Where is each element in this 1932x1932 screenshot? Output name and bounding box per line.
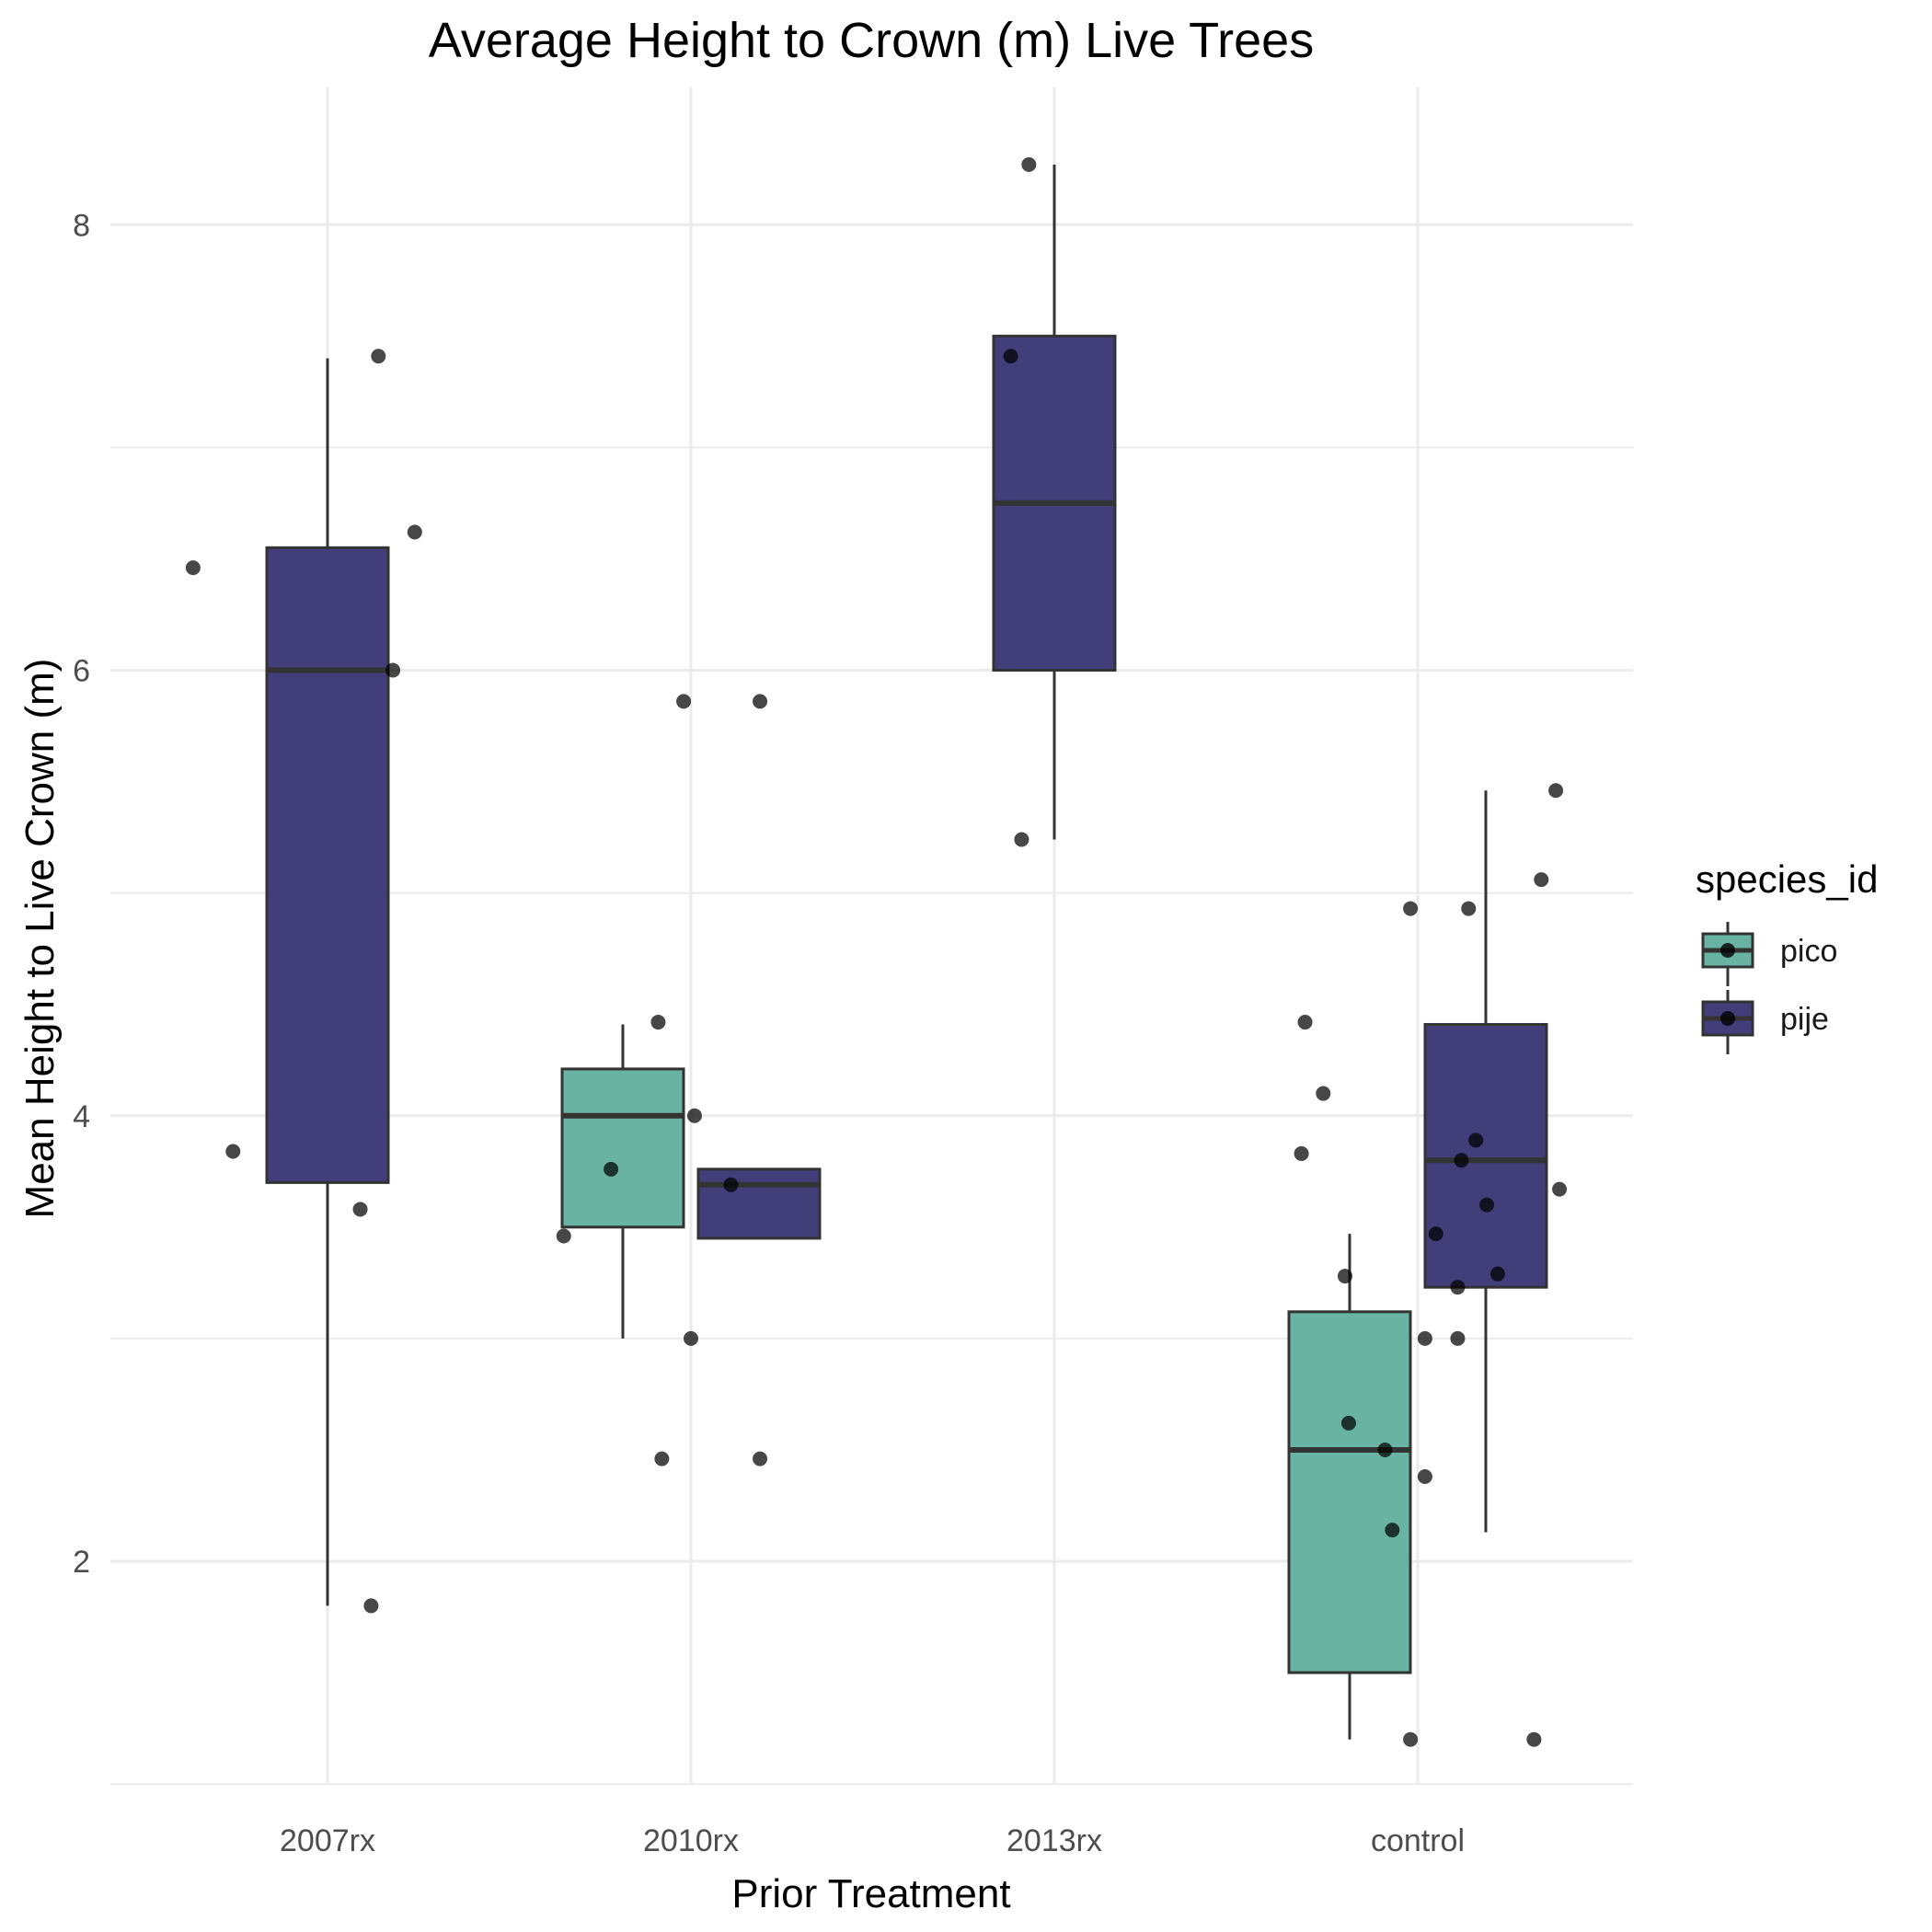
y-axis-ticks: 2 4 6 8 bbox=[73, 208, 90, 1580]
x-tick-label: control bbox=[1371, 1823, 1465, 1858]
data-point bbox=[723, 1177, 739, 1192]
data-point bbox=[185, 560, 201, 576]
data-point bbox=[1417, 1330, 1432, 1346]
data-point bbox=[1340, 1415, 1356, 1431]
data-point bbox=[1461, 901, 1477, 916]
legend-entry-pije: pije bbox=[1701, 990, 1829, 1054]
data-point bbox=[1534, 872, 1549, 888]
x-tick-label: 2010rx bbox=[643, 1823, 739, 1858]
data-point bbox=[407, 524, 422, 540]
box-pije-control bbox=[1423, 1022, 1548, 1289]
legend-entry-pico: pico bbox=[1701, 922, 1837, 986]
data-point bbox=[753, 694, 768, 709]
data-point bbox=[1297, 1015, 1313, 1030]
data-point bbox=[1428, 1226, 1443, 1242]
data-point bbox=[1377, 1442, 1393, 1457]
data-point bbox=[1021, 156, 1037, 172]
data-point bbox=[1468, 1133, 1484, 1148]
x-axis-ticks: 2007rx 2010rx 2013rx control bbox=[280, 1823, 1465, 1858]
y-tick-label: 4 bbox=[73, 1099, 90, 1134]
data-point bbox=[604, 1161, 619, 1177]
data-point bbox=[1014, 832, 1029, 847]
data-point bbox=[684, 1330, 698, 1346]
y-axis-title: Mean Height to Live Crown (m) bbox=[17, 659, 63, 1219]
data-point bbox=[225, 1144, 241, 1159]
data-point bbox=[1450, 1280, 1466, 1295]
data-point bbox=[1403, 1731, 1419, 1747]
data-point bbox=[556, 1228, 571, 1244]
box-pico-control bbox=[1287, 1310, 1412, 1674]
legend: species_id pico pije bbox=[1696, 857, 1878, 1054]
x-tick-label: 2013rx bbox=[1006, 1823, 1102, 1858]
x-tick-label: 2007rx bbox=[280, 1823, 375, 1858]
y-tick-label: 6 bbox=[73, 654, 90, 689]
data-point bbox=[654, 1451, 670, 1466]
box-pico-2010rx bbox=[560, 1067, 685, 1229]
data-point bbox=[1003, 349, 1018, 364]
legend-label: pije bbox=[1780, 1002, 1829, 1037]
data-point bbox=[1316, 1086, 1331, 1101]
data-point bbox=[1338, 1269, 1352, 1284]
legend-key-point bbox=[1720, 943, 1735, 958]
y-tick-label: 2 bbox=[73, 1545, 90, 1580]
data-point bbox=[1403, 901, 1419, 916]
data-point bbox=[385, 662, 401, 678]
box-pije-2007rx bbox=[265, 546, 390, 1184]
legend-title: species_id bbox=[1696, 857, 1878, 901]
data-point bbox=[1417, 1468, 1432, 1484]
legend-label: pico bbox=[1780, 934, 1837, 969]
data-point bbox=[1548, 783, 1564, 799]
data-point bbox=[363, 1598, 379, 1614]
data-point bbox=[371, 349, 386, 364]
data-point bbox=[650, 1015, 666, 1030]
legend-entries: pico pije bbox=[1701, 922, 1837, 1054]
data-point bbox=[1294, 1145, 1309, 1161]
y-tick-label: 8 bbox=[73, 208, 90, 243]
boxes bbox=[265, 334, 1548, 1674]
data-point bbox=[676, 694, 692, 709]
data-point bbox=[1526, 1731, 1542, 1747]
data-point bbox=[1489, 1266, 1505, 1282]
chart-title: Average Height to Crown (m) Live Trees bbox=[429, 13, 1314, 68]
data-point bbox=[1450, 1330, 1466, 1346]
data-point bbox=[686, 1108, 702, 1123]
data-point bbox=[352, 1202, 368, 1217]
data-point bbox=[1479, 1197, 1495, 1213]
data-point bbox=[1552, 1181, 1568, 1197]
data-point bbox=[753, 1451, 768, 1466]
box-pije-2010rx bbox=[696, 1167, 822, 1240]
data-point bbox=[1454, 1153, 1469, 1168]
data-points bbox=[185, 156, 1568, 1747]
data-point bbox=[1385, 1523, 1400, 1538]
x-axis-title: Prior Treatment bbox=[731, 1871, 1010, 1916]
legend-key-point bbox=[1720, 1011, 1735, 1026]
